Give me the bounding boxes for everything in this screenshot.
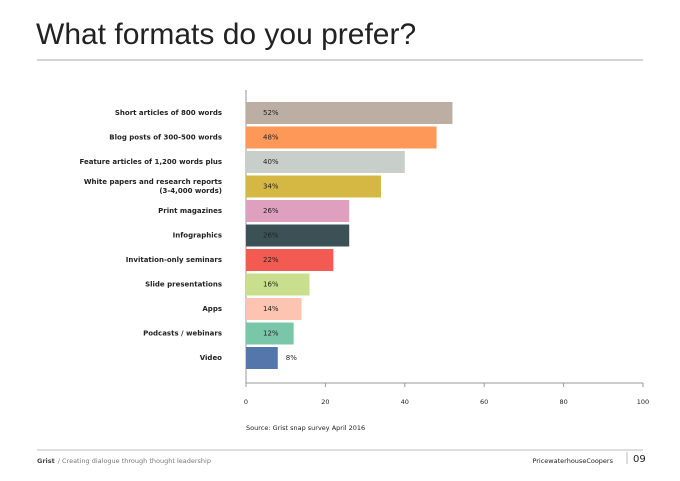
y-tick-label: Video — [200, 354, 222, 362]
bar — [246, 200, 350, 222]
bar — [246, 151, 405, 173]
footer-text: Grist / Creating dialogue through thought… — [37, 457, 211, 465]
bar — [246, 175, 381, 198]
value-label: 12% — [263, 330, 279, 338]
value-label: 8% — [286, 354, 297, 362]
y-tick-label: Short articles of 800 words — [115, 109, 222, 117]
footer-company: PricewaterhouseCoopers — [532, 457, 613, 465]
value-label: 48% — [263, 134, 279, 142]
value-label: 14% — [263, 305, 279, 313]
footer-brand: Grist — [37, 457, 55, 465]
x-tick-label: 60 — [480, 398, 488, 406]
x-tick-label: 0 — [244, 398, 248, 406]
bar — [246, 322, 294, 345]
value-label: 40% — [263, 158, 279, 166]
x-tick-label: 80 — [559, 398, 567, 406]
value-label: 34% — [263, 183, 279, 191]
bar — [246, 347, 278, 369]
y-tick-label: Apps — [202, 305, 222, 313]
y-tick-label: Slide presentations — [145, 281, 222, 289]
bar — [246, 102, 453, 124]
y-tick-label: Invitation-only seminars — [126, 256, 222, 264]
label-line: White papers and research reports — [84, 178, 222, 186]
y-tick-label: Print magazines — [158, 207, 222, 215]
x-tick-label: 40 — [401, 398, 409, 406]
bar — [246, 126, 437, 149]
bar — [246, 249, 334, 271]
footer-tagline: / Creating dialogue through thought lead… — [58, 457, 211, 465]
y-tick-label: Podcasts / webinars — [143, 330, 222, 338]
label-line: (3-4,000 words) — [159, 187, 222, 195]
bar — [246, 224, 350, 247]
y-tick-label: White papers and research reports (3-4,00… — [84, 178, 222, 195]
value-label: 26% — [263, 232, 279, 240]
value-label: 16% — [263, 281, 279, 289]
y-tick-label: Infographics — [173, 232, 222, 240]
y-tick-label: Blog posts of 300-500 words — [109, 134, 222, 142]
value-label: 52% — [263, 109, 279, 117]
x-tick-label: 20 — [321, 398, 329, 406]
bar — [246, 273, 310, 296]
bar — [246, 298, 302, 320]
y-tick-label: Feature articles of 1,200 words plus — [79, 158, 222, 166]
page-number: 09 — [633, 454, 646, 465]
value-label: 26% — [263, 207, 279, 215]
chart-title: What formats do you prefer? — [36, 18, 416, 51]
source-note: Source: Grist snap survey April 2016 — [246, 424, 365, 432]
value-label: 22% — [263, 256, 279, 264]
x-tick-label: 100 — [637, 398, 649, 406]
